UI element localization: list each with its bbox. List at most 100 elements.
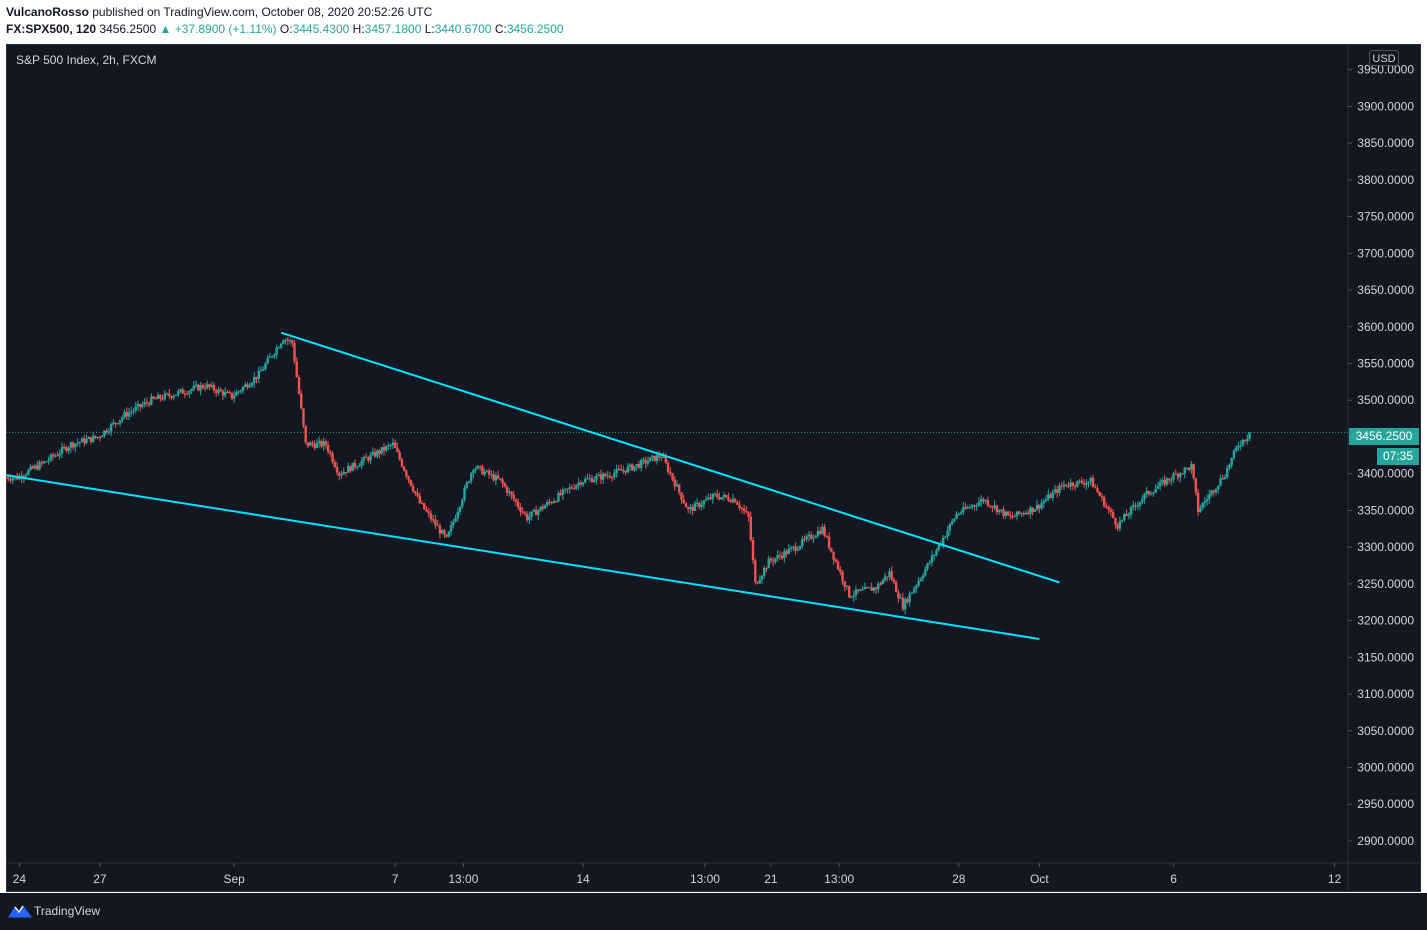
candle-body — [456, 511, 460, 519]
candle-body — [364, 456, 368, 458]
candle-body — [769, 558, 773, 561]
candle-body — [1105, 506, 1108, 508]
candle-body — [369, 454, 372, 461]
candle-body — [476, 466, 480, 469]
candle-body — [830, 547, 833, 552]
y-tick-label: 3250.0000 — [1357, 577, 1414, 591]
candle-body — [1067, 486, 1070, 488]
currency-button[interactable]: USD — [1369, 50, 1399, 66]
candle-body — [1167, 478, 1171, 481]
candle-body — [1237, 445, 1240, 448]
high-label: H: — [352, 22, 365, 36]
candle-body — [1022, 513, 1025, 515]
candle-body — [955, 513, 958, 519]
candle-body — [1196, 492, 1200, 513]
candle-body — [338, 472, 341, 476]
y-tick-label: 2950.0000 — [1357, 797, 1414, 811]
tradingview-brand[interactable]: TradingView — [34, 904, 101, 918]
candle-body — [595, 475, 598, 480]
candle-body — [74, 443, 77, 448]
candle-body — [353, 462, 357, 468]
candle-body — [693, 503, 697, 511]
candle-body — [112, 422, 115, 425]
candle-body — [235, 392, 238, 396]
candle-body — [570, 487, 574, 489]
candle-body — [141, 404, 144, 407]
candle-body — [1011, 516, 1014, 518]
candle-body — [1232, 450, 1236, 458]
candle-body — [841, 571, 844, 582]
candle-body — [962, 506, 965, 513]
candle-body — [825, 536, 829, 538]
candle-body — [901, 597, 905, 610]
candle-body — [416, 493, 419, 496]
candle-body — [673, 479, 676, 487]
candle-body — [1214, 489, 1218, 493]
candle-body — [326, 444, 330, 452]
candle-body — [465, 482, 468, 488]
candle-body — [1212, 490, 1215, 493]
candle-body — [452, 521, 455, 526]
candle-body — [789, 547, 793, 549]
tradingview-logo-icon[interactable] — [8, 904, 32, 918]
candle-body — [899, 597, 902, 599]
chart-canvas[interactable]: 3950.0000 3900.0000 3850.0000 3800.0000 3750… — [6, 44, 1421, 892]
candle-body — [950, 521, 954, 524]
x-tick-label: 12 — [1328, 872, 1342, 886]
candle-body — [579, 482, 583, 485]
candle-body — [532, 509, 536, 512]
candle-body — [331, 453, 334, 463]
candle-body — [988, 505, 992, 507]
candle-body — [208, 384, 211, 387]
candle-body — [944, 536, 947, 538]
candle-body — [979, 499, 983, 503]
candle-body — [548, 502, 551, 504]
candle-body — [496, 475, 500, 479]
candle-body — [586, 478, 589, 480]
candle-body — [1111, 511, 1115, 518]
author-name[interactable]: VulcanoRosso — [6, 5, 89, 19]
candle-body — [467, 481, 471, 483]
candle-body — [277, 347, 281, 349]
candle-body — [335, 466, 339, 473]
candle-body — [604, 473, 607, 476]
candle-body — [250, 383, 254, 386]
candle-body — [268, 356, 272, 358]
candle-body — [6, 477, 8, 479]
candle-body — [1221, 478, 1224, 480]
candle-body — [69, 442, 73, 448]
footer-bar — [0, 893, 1427, 930]
candle-body — [317, 440, 321, 443]
candle-body — [409, 479, 413, 486]
candle-body — [461, 499, 464, 507]
candle-body — [758, 579, 761, 584]
candle-body — [977, 502, 981, 506]
candle-body — [288, 340, 292, 342]
candle-body — [320, 440, 323, 447]
candle-body — [62, 446, 66, 448]
candle-body — [161, 398, 164, 400]
candle-body — [1248, 432, 1251, 439]
candle-body — [617, 469, 621, 471]
x-tick-label: 13:00 — [690, 872, 720, 886]
candle-body — [1026, 512, 1030, 515]
candle-body — [503, 483, 506, 487]
candle-body — [324, 441, 328, 445]
candle-body — [1100, 496, 1104, 498]
candle-body — [537, 510, 540, 516]
candle-body — [975, 505, 978, 507]
candle-body — [514, 499, 518, 502]
price-change: ▲ +37.8900 (+1.11%) — [159, 22, 277, 36]
candle-body — [1145, 490, 1148, 494]
candle-body — [760, 575, 764, 580]
candle-body — [633, 466, 636, 471]
candle-body — [83, 438, 86, 444]
candle-body — [414, 491, 417, 494]
x-tick-label: 6 — [1170, 872, 1177, 886]
candle-body — [924, 569, 927, 576]
candle-body — [935, 549, 938, 555]
candle-body — [230, 392, 234, 399]
candle-body — [883, 576, 887, 581]
candle-body — [212, 384, 216, 391]
candle-body — [411, 485, 415, 492]
